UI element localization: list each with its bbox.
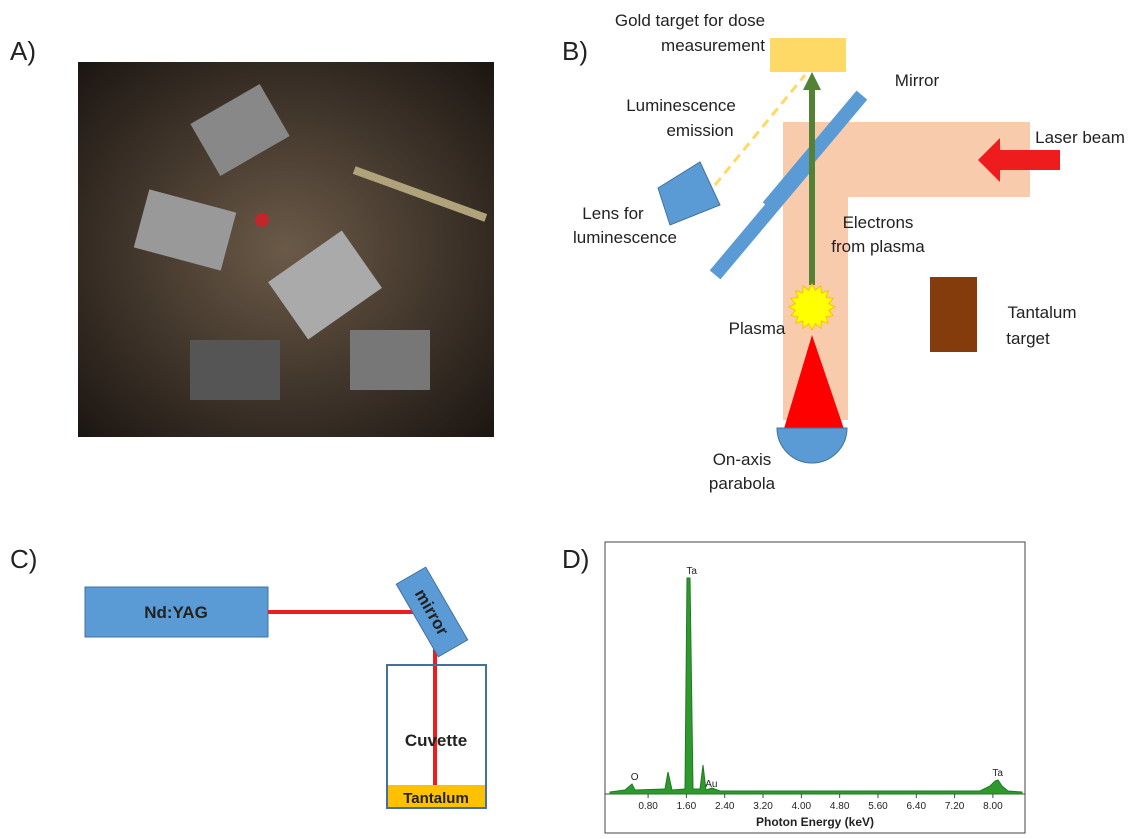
gold-target	[770, 38, 846, 72]
label: Laser beam	[1035, 128, 1125, 147]
label: Gold target for dose	[615, 11, 765, 30]
x-tick-label: 4.80	[830, 801, 850, 812]
peak-label: Ta	[992, 768, 1003, 779]
panel-label: C)	[10, 544, 37, 574]
label: from plasma	[831, 237, 925, 256]
label: Tantalum	[1008, 303, 1077, 322]
x-tick-label: 3.20	[753, 801, 773, 812]
label: Tantalum	[403, 790, 469, 807]
label: Luminescence	[626, 96, 736, 115]
panel-label: B)	[562, 36, 588, 66]
x-tick-label: 0.80	[638, 801, 658, 812]
label: Nd:YAG	[144, 603, 208, 622]
label: luminescence	[573, 228, 677, 247]
x-tick-label: 4.00	[792, 801, 812, 812]
label: On-axis	[713, 450, 772, 469]
label: Mirror	[895, 71, 940, 90]
label: Lens for	[582, 204, 644, 223]
parabola	[777, 428, 847, 463]
label: measurement	[661, 36, 765, 55]
x-tick-label: 2.40	[715, 801, 735, 812]
photo	[78, 62, 494, 437]
laser-path	[268, 612, 435, 790]
x-tick-label: 6.40	[907, 801, 927, 812]
panel-label: A)	[10, 36, 36, 66]
label: emission	[666, 121, 733, 140]
x-tick-label: 5.60	[868, 801, 888, 812]
peak-label: Au	[705, 779, 717, 790]
x-axis-label: Photon Energy (keV)	[756, 815, 874, 829]
x-tick-label: 8.00	[983, 801, 1003, 812]
lens	[658, 162, 720, 225]
x-tick-label: 7.20	[945, 801, 965, 812]
arrow-head	[803, 72, 821, 90]
x-tick-label: 1.60	[677, 801, 697, 812]
label: target	[1006, 329, 1050, 348]
peak-label: O	[631, 772, 639, 783]
plasma	[789, 284, 835, 330]
label: Cuvette	[405, 731, 467, 750]
panel-label: D)	[562, 544, 589, 574]
label: Electrons	[843, 213, 914, 232]
label: parabola	[709, 474, 776, 493]
peak-label: Ta	[686, 566, 697, 577]
tantalum-target	[930, 277, 977, 352]
figure: A) B) Gold target for dose measurement M…	[0, 0, 1129, 834]
label: Plasma	[729, 319, 786, 338]
